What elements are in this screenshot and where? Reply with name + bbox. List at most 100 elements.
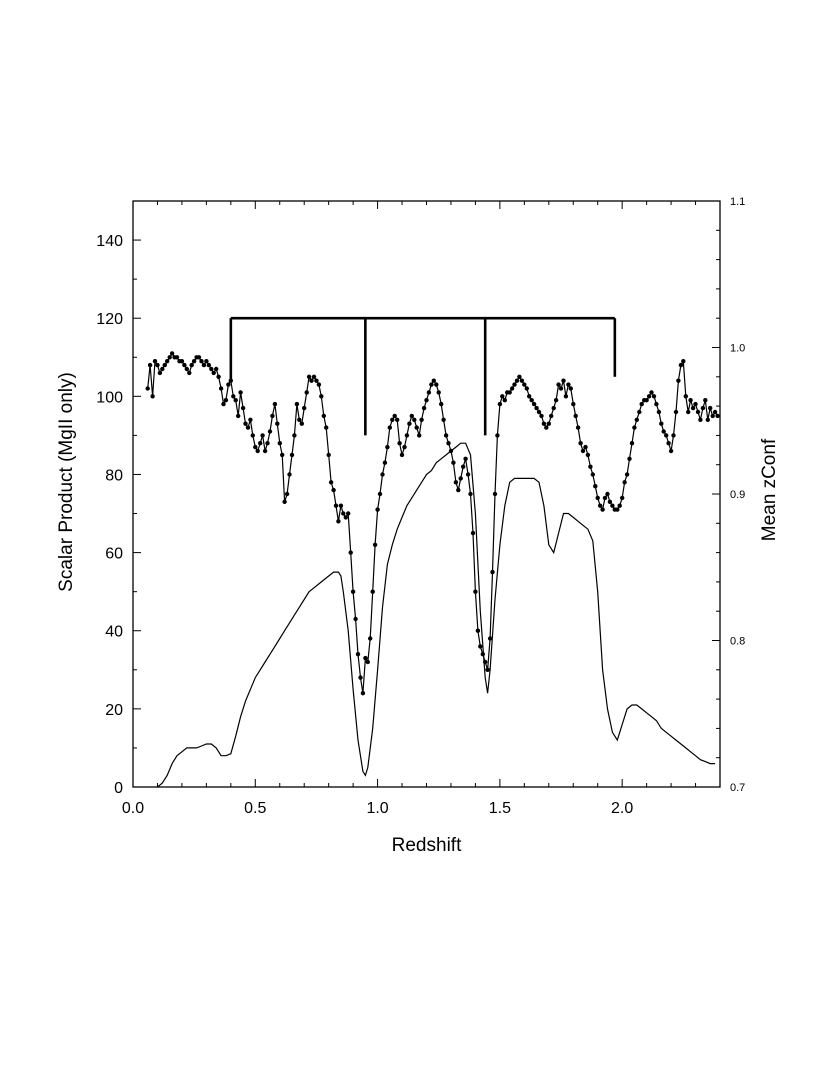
series-point <box>673 409 679 415</box>
series-point <box>637 409 642 415</box>
series-point <box>324 425 329 430</box>
series-point <box>204 359 209 364</box>
series-point <box>402 444 407 450</box>
series-point <box>632 425 637 430</box>
series-point <box>553 398 559 403</box>
series-point <box>211 370 216 376</box>
series-point <box>343 515 348 520</box>
series-point <box>387 425 392 430</box>
series-point <box>375 507 380 512</box>
series-point <box>693 401 698 407</box>
x-tick-label: 0.0 <box>122 800 144 817</box>
series-point <box>588 464 593 469</box>
y2-tick-label: 1.1 <box>730 196 745 208</box>
y2-tick-label: 0.7 <box>730 782 745 794</box>
series-point <box>639 401 644 407</box>
series-point <box>218 386 224 391</box>
series-point <box>216 374 221 379</box>
series-point <box>666 441 671 446</box>
series-point <box>512 382 517 387</box>
series-point <box>316 382 322 387</box>
series-point <box>429 382 434 387</box>
series-point <box>397 441 402 446</box>
series-point <box>610 503 615 508</box>
series-point <box>380 472 385 477</box>
x-axis-title: Redshift <box>392 835 462 856</box>
series-point <box>475 628 481 633</box>
series-point <box>470 530 476 536</box>
series-point <box>656 409 662 415</box>
series-point <box>145 386 150 391</box>
series-point <box>698 417 703 422</box>
series-point <box>441 417 446 422</box>
data-series <box>145 351 720 787</box>
series-point <box>646 394 652 399</box>
series-point <box>568 386 573 391</box>
series-point <box>270 413 275 419</box>
series-point <box>517 374 522 379</box>
series-point <box>326 452 331 458</box>
series-point <box>370 589 375 594</box>
series-point <box>277 441 282 446</box>
series-point <box>267 429 273 434</box>
series-point <box>627 456 632 461</box>
series-point <box>363 655 368 661</box>
y-axis-title: Scalar Product (MgII only) <box>56 372 77 592</box>
series-point <box>531 401 537 407</box>
redshift-bracket <box>229 316 617 436</box>
series-point <box>155 362 160 368</box>
series-point <box>152 359 158 364</box>
series-point <box>182 362 187 368</box>
series-point <box>162 362 167 368</box>
series-point <box>294 401 300 407</box>
series-point <box>292 433 297 438</box>
y2-tick-label: 0.9 <box>730 489 745 501</box>
series-point <box>199 359 204 364</box>
series-point <box>150 394 155 399</box>
y-tick-label: 60 <box>105 546 123 563</box>
series-point <box>309 378 314 383</box>
series-line-0 <box>147 352 719 694</box>
series-point <box>593 484 598 489</box>
series-point <box>676 378 681 383</box>
series-point <box>668 448 674 454</box>
series-point <box>314 378 319 383</box>
series-point <box>426 390 432 395</box>
series-point <box>536 409 542 415</box>
series-point <box>287 472 292 477</box>
series-point <box>355 652 361 657</box>
series-point <box>602 495 608 501</box>
series-point <box>527 394 532 399</box>
series-point <box>187 370 192 376</box>
series-point <box>539 413 544 419</box>
series-point <box>414 425 419 430</box>
series-point <box>500 394 505 399</box>
series-point <box>385 444 390 450</box>
series-point <box>169 351 175 356</box>
series-point <box>226 382 231 387</box>
series-point <box>412 417 417 422</box>
series-point <box>223 398 229 403</box>
series-point <box>465 472 471 477</box>
series-point <box>473 589 478 594</box>
series-point <box>561 378 566 383</box>
series-point <box>620 495 625 501</box>
series-point <box>703 398 708 403</box>
series-point <box>233 398 238 403</box>
y2-tick-label: 0.8 <box>730 636 745 648</box>
series-point <box>624 472 630 477</box>
series-line-1 <box>157 442 716 787</box>
series-point <box>681 359 686 364</box>
series-point <box>595 495 600 501</box>
series-point <box>671 433 676 438</box>
series-point <box>206 362 211 368</box>
series-point <box>497 401 503 407</box>
series-point <box>651 394 657 399</box>
series-point <box>319 394 324 399</box>
series-point <box>333 503 339 508</box>
series-point <box>147 362 153 368</box>
series-point <box>541 421 547 426</box>
series-point <box>546 421 551 426</box>
x-tick-label: 0.5 <box>244 800 266 817</box>
